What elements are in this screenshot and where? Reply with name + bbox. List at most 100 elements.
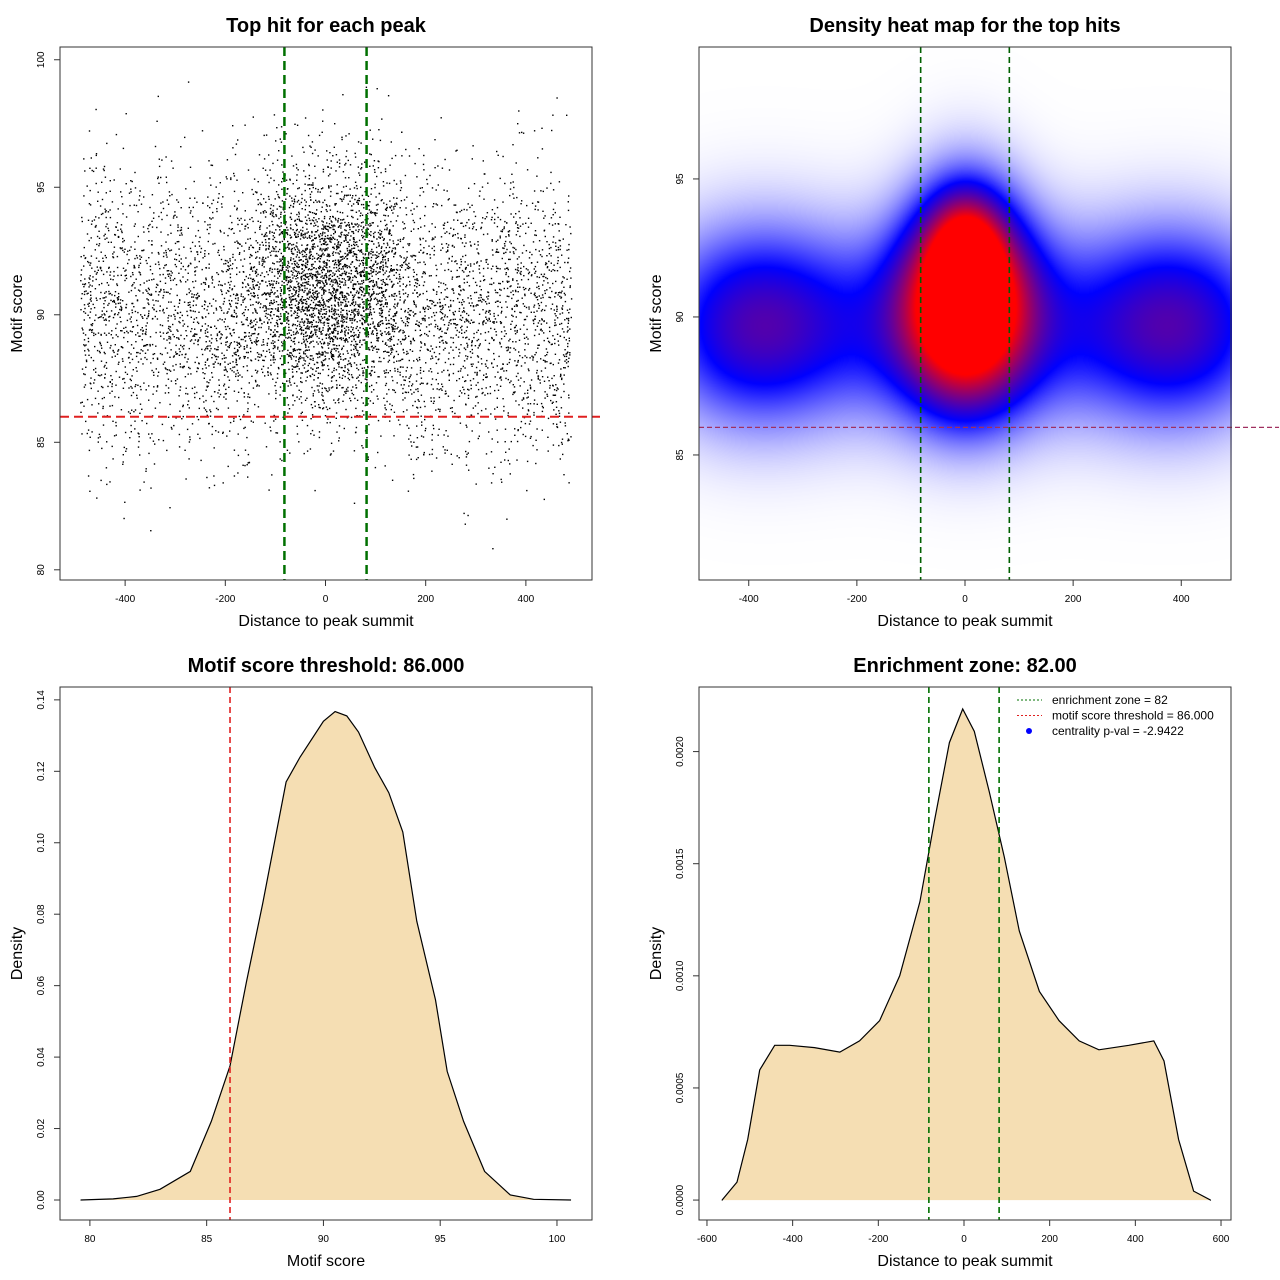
scatter-point <box>172 323 174 326</box>
scatter-point <box>361 298 363 301</box>
scatter-point <box>291 155 293 157</box>
scatter-point <box>252 292 255 294</box>
scatter-point <box>286 192 288 195</box>
scatter-point <box>235 316 238 318</box>
scatter-point <box>394 292 396 295</box>
scatter-point <box>322 306 325 308</box>
scatter-point <box>408 381 411 383</box>
scatter-point <box>314 292 317 294</box>
scatter-point <box>129 437 131 439</box>
scatter-point <box>332 281 334 283</box>
scatter-point <box>127 250 129 252</box>
scatter-point <box>438 281 440 283</box>
scatter-point <box>437 372 439 374</box>
scatter-point <box>271 286 274 289</box>
scatter-point <box>250 350 252 353</box>
scatter-point <box>88 282 90 284</box>
scatter-point <box>390 205 393 207</box>
scatter-point <box>102 297 104 299</box>
scatter-point <box>331 376 334 378</box>
scatter-point <box>331 332 334 334</box>
scatter-point <box>234 353 236 355</box>
scatter-point <box>565 353 567 355</box>
scatter-point <box>262 359 264 361</box>
scatter-point <box>243 392 245 394</box>
scatter-point <box>137 446 140 448</box>
scatter-point <box>303 359 305 361</box>
scatter-point <box>463 310 465 312</box>
scatter-point <box>239 374 241 376</box>
scatter-point <box>204 330 207 332</box>
scatter-point <box>362 447 364 449</box>
scatter-point <box>305 335 307 337</box>
scatter-point <box>336 431 338 433</box>
scatter-point <box>463 347 466 349</box>
scatter-point <box>553 264 555 266</box>
scatter-point <box>312 312 315 315</box>
scatter-point <box>138 266 140 269</box>
scatter-point <box>170 274 172 277</box>
scatter-point <box>193 180 195 183</box>
scatter-point <box>522 407 524 409</box>
scatter-point <box>311 219 314 221</box>
scatter-point <box>355 185 358 187</box>
scatter-point <box>327 269 329 272</box>
scatter-point <box>466 209 468 211</box>
scatter-point <box>383 238 385 240</box>
scatter-point <box>361 317 363 319</box>
scatter-point <box>405 370 407 372</box>
scatter-point <box>185 330 187 332</box>
scatter-point <box>305 344 307 347</box>
scatter-point <box>315 331 317 333</box>
scatter-point <box>381 316 384 318</box>
scatter-point <box>419 243 422 246</box>
scatter-point <box>339 236 342 238</box>
scatter-point <box>196 370 198 373</box>
scatter-point <box>533 293 535 296</box>
scatter-point <box>309 196 312 198</box>
scatter-point <box>517 299 519 302</box>
scatter-point <box>314 231 317 233</box>
scatter-point <box>511 314 513 316</box>
scatter-point <box>255 311 257 313</box>
scatter-point <box>392 240 394 242</box>
scatter-point <box>317 155 319 157</box>
scatter-point <box>388 182 391 185</box>
scatter-point <box>363 198 365 201</box>
scatter-point <box>258 257 261 259</box>
scatter-point <box>421 421 423 423</box>
scatter-point <box>459 211 461 213</box>
scatter-point <box>424 310 426 313</box>
scatter-point <box>328 225 330 228</box>
scatter-point <box>337 356 339 358</box>
scatter-point <box>324 358 327 360</box>
scatter-point <box>257 340 260 342</box>
scatter-point <box>359 263 361 265</box>
scatter-point <box>158 182 160 184</box>
scatter-point <box>249 262 251 265</box>
scatter-point <box>257 359 260 362</box>
scatter-point <box>404 338 406 340</box>
scatter-point <box>409 314 411 316</box>
scatter-point <box>225 341 227 344</box>
scatter-point <box>485 365 487 367</box>
scatter-point <box>542 359 545 361</box>
scatter-point <box>464 234 466 236</box>
scatter-point <box>470 356 472 359</box>
scatter-point <box>414 400 416 403</box>
scatter-point <box>408 359 410 362</box>
scatter-point <box>296 274 298 276</box>
scatter-point <box>495 240 497 243</box>
scatter-point <box>335 317 337 319</box>
scatter-point <box>471 158 473 160</box>
scatter-point <box>305 331 307 333</box>
scatter-point <box>461 304 463 306</box>
scatter-point <box>253 288 255 290</box>
scatter-point <box>549 384 551 387</box>
scatter-point <box>355 256 357 258</box>
scatter-point <box>507 412 509 414</box>
scatter-point <box>193 294 195 296</box>
scatter-point <box>229 368 232 370</box>
scatter-point <box>323 293 325 295</box>
